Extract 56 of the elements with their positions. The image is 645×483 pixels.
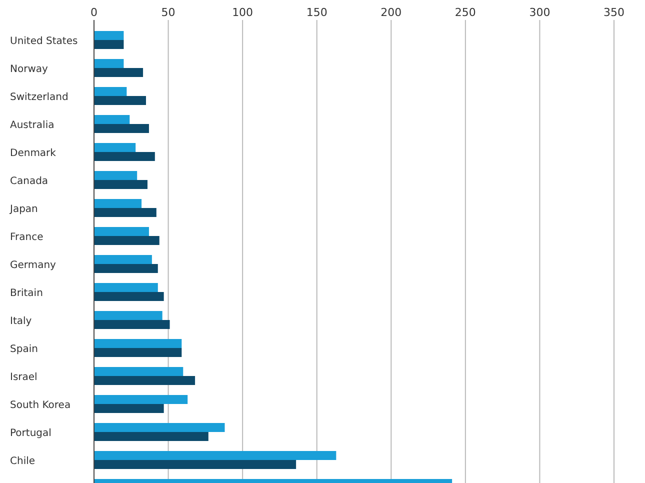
y-tick-label: United States: [10, 36, 78, 47]
bar: [94, 96, 146, 105]
y-tick-label: Chile: [10, 456, 36, 467]
bar: [94, 199, 142, 208]
y-tick-label: Portugal: [10, 428, 52, 439]
x-tick-label: 0: [90, 6, 98, 19]
bar: [94, 255, 152, 264]
y-tick-label: Denmark: [10, 148, 56, 159]
y-tick-label: Japan: [9, 204, 38, 215]
bar: [94, 339, 182, 348]
y-tick-label: Canada: [10, 176, 48, 187]
x-tick-label: 50: [161, 6, 176, 19]
bar: [94, 87, 127, 96]
bar: [94, 367, 184, 376]
y-tick-label: South Korea: [10, 400, 71, 411]
bar: [94, 208, 156, 217]
bar: [94, 236, 160, 245]
x-tick-label: 200: [380, 6, 402, 19]
y-tick-label: Britain: [10, 288, 43, 299]
x-tick-label: 350: [604, 6, 624, 19]
bar: [94, 68, 144, 77]
bar: [94, 423, 225, 432]
bar: [94, 460, 296, 469]
bar: [94, 143, 136, 152]
x-tick-label: 150: [306, 6, 328, 19]
y-tick-label: Australia: [10, 120, 54, 131]
y-tick-label: Israel: [10, 372, 38, 383]
bar: [94, 171, 138, 180]
bar: [94, 432, 208, 441]
bar: [94, 40, 124, 49]
y-tick-label: Norway: [10, 64, 48, 75]
x-tick-label: 300: [529, 6, 550, 19]
bar: [94, 404, 164, 413]
y-tick-label: Italy: [10, 316, 32, 327]
x-tick-label: 250: [454, 6, 476, 19]
bar: [94, 227, 149, 236]
bar: [94, 348, 182, 357]
bar: [94, 180, 148, 189]
bar: [94, 292, 164, 301]
bar: [94, 124, 149, 133]
bar: [94, 59, 124, 68]
y-tick-label: Switzerland: [10, 92, 68, 103]
bar: [94, 31, 124, 40]
bar: [94, 264, 158, 273]
bar: [94, 152, 155, 161]
y-tick-label: Spain: [10, 344, 38, 355]
bar: [94, 451, 336, 460]
bar: [94, 376, 196, 385]
bar: [94, 283, 158, 292]
y-tick-label: Germany: [10, 260, 56, 271]
bar: [94, 395, 188, 404]
x-tick-label: 100: [232, 6, 254, 19]
bar: [94, 320, 170, 329]
y-tick-label: France: [10, 232, 44, 243]
bar: [94, 311, 162, 320]
bar: [94, 115, 130, 124]
